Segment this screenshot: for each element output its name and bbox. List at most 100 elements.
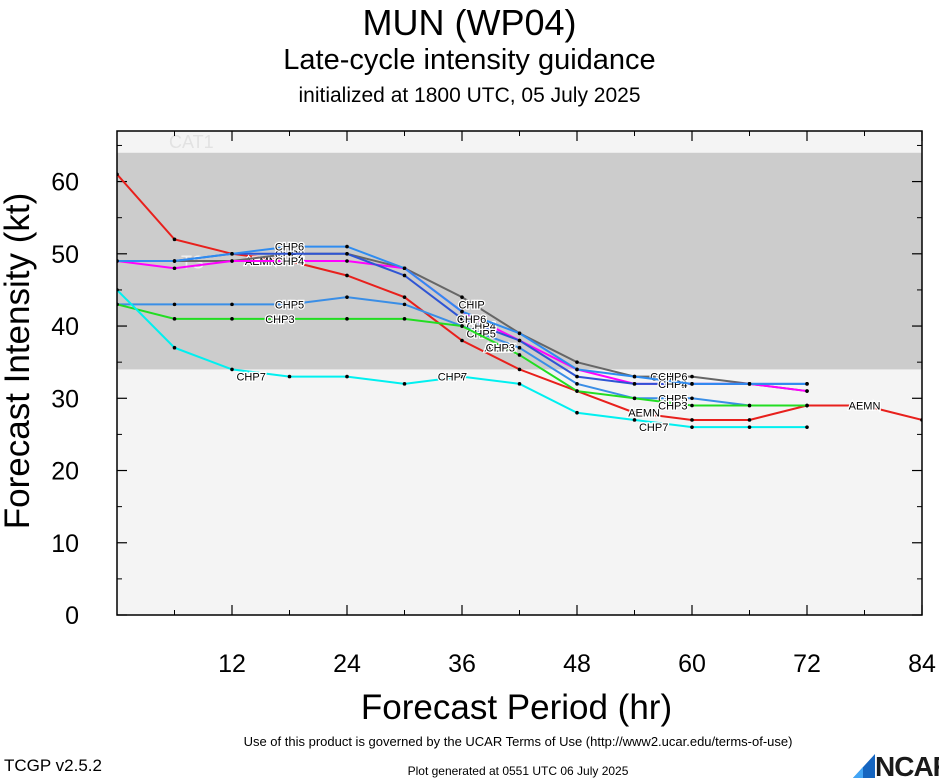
x-tick-label: 60 [678, 650, 706, 678]
data-point [517, 367, 522, 372]
series-label-chp3: CHP3 [265, 314, 294, 326]
data-point [287, 259, 292, 263]
ncar-logo-icon [853, 754, 875, 778]
data-point [805, 425, 809, 429]
series-label-chip: CHIP [458, 299, 484, 311]
data-point [805, 382, 809, 386]
data-point [517, 382, 522, 386]
series-label-chp4: CHP4 [275, 256, 304, 268]
data-point [575, 360, 579, 364]
y-axis-label: Forecast Intensity (kt) [0, 193, 37, 529]
series-chp6: CHP6 CHP6 CHP6 [117, 240, 809, 386]
data-point [862, 403, 867, 408]
terms-of-use-text: Use of this product is governed by the U… [243, 734, 793, 749]
data-point [230, 259, 234, 263]
data-point [172, 237, 177, 242]
series-label-chp6: CHP6 [658, 372, 687, 384]
data-point [575, 367, 579, 372]
data-point [402, 382, 407, 386]
data-point [460, 317, 464, 321]
data-point [345, 295, 349, 299]
data-point [345, 374, 349, 379]
series-label-chp6: CHP6 [275, 242, 304, 254]
data-point [117, 302, 119, 307]
series-label-aemn: AEMN [484, 343, 516, 355]
data-point [460, 338, 464, 343]
data-point [345, 252, 349, 256]
y-tick-label: 0 [65, 602, 79, 630]
chart-title: MUN (WP04) [362, 2, 577, 43]
band-label-ts: TS [181, 253, 204, 273]
data-point [575, 382, 579, 386]
data-point [690, 425, 694, 429]
data-point [575, 389, 579, 393]
x-tick-label: 24 [333, 650, 361, 678]
data-point [230, 317, 234, 321]
data-point [230, 367, 234, 372]
data-point [345, 244, 349, 249]
series-label-chp7: CHP7 [438, 372, 467, 384]
x-tick-label: 72 [793, 650, 821, 678]
data-point [805, 389, 809, 393]
data-point [172, 317, 177, 321]
data-point [460, 295, 464, 299]
data-point [230, 302, 234, 307]
data-point [172, 302, 177, 307]
data-point [632, 382, 637, 386]
data-point [230, 252, 234, 256]
data-point [690, 396, 694, 401]
data-point [632, 396, 637, 401]
data-point [172, 259, 177, 263]
data-point [690, 418, 694, 422]
series-label-chp6: CHP6 [457, 314, 486, 326]
data-point [287, 317, 292, 321]
data-point [287, 374, 292, 379]
data-point [287, 244, 292, 249]
data-point [402, 302, 407, 307]
series-chp3: CHP3 CHP3 CHP3 [117, 302, 809, 414]
x-tick-label: 48 [563, 650, 591, 678]
series-label-aemn: AEMN [849, 401, 881, 413]
data-point [402, 266, 407, 271]
y-tick-label: 30 [51, 385, 79, 413]
data-point [287, 252, 292, 256]
data-point [805, 403, 809, 408]
generated-time-label: Plot generated at 0551 UTC 06 July 2025 [407, 764, 629, 778]
y-tick-label: 20 [51, 458, 79, 486]
data-point [460, 309, 464, 314]
data-point [690, 374, 694, 379]
y-tick-label: 10 [51, 530, 79, 558]
series-label-chp5: CHP5 [275, 299, 304, 311]
data-point [402, 317, 407, 321]
x-tick-label: 36 [448, 650, 476, 678]
data-point [747, 425, 752, 429]
x-tick-label: 12 [218, 650, 246, 678]
data-point [747, 418, 752, 422]
data-point [747, 403, 752, 408]
series-label-chp7: CHP7 [236, 372, 265, 384]
y-tick-label: 40 [51, 313, 79, 341]
series-label-aemn: AEMN [628, 408, 660, 420]
data-point [117, 172, 119, 177]
data-point [117, 288, 119, 292]
data-point [172, 266, 177, 271]
chart-subtitle: Late-cycle intensity guidance [283, 44, 656, 76]
data-point [517, 338, 522, 343]
ncar-logo: NCAR [853, 751, 939, 782]
data-point [690, 382, 694, 386]
ncar-logo-text: NCAR [875, 751, 939, 782]
data-point [747, 382, 752, 386]
data-point [517, 353, 522, 357]
data-point [117, 259, 119, 263]
data-point [345, 273, 349, 278]
y-tick-label: 50 [51, 241, 79, 269]
band-label-cat1: CAT1 [169, 132, 214, 152]
band-cat1 [117, 131, 922, 153]
data-point [632, 374, 637, 379]
data-point [172, 345, 177, 350]
data-point [517, 345, 522, 350]
data-point [460, 324, 464, 328]
data-point [460, 374, 464, 379]
series-label-chp3: CHP3 [658, 401, 687, 413]
data-point [690, 403, 694, 408]
